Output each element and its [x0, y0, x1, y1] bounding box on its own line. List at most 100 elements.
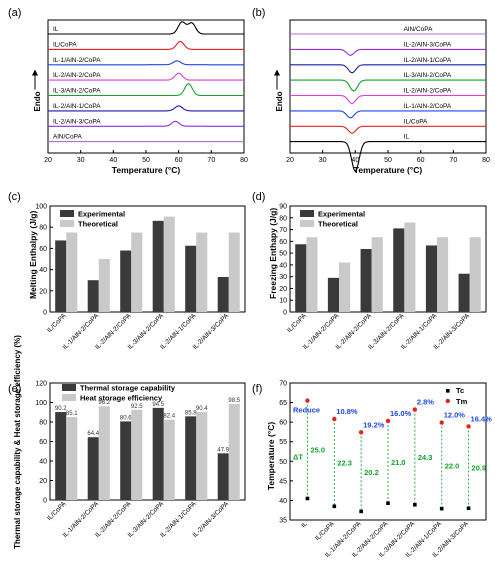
y-tick-label: 100	[35, 204, 47, 211]
x-category-label: IL/CoPA	[286, 312, 308, 334]
dsc-curve	[48, 82, 244, 97]
legend-swatch	[62, 384, 76, 391]
scatter-panel: 35 40 45 50 55 60 65 70 25.0 IL 22.3 10.8% IL/CoPA 20…	[266, 381, 492, 560]
series-label: IL-3/AlN-2/CoPA	[404, 72, 452, 79]
dsc-curve	[48, 60, 244, 66]
tm-point	[439, 420, 444, 425]
bar	[425, 245, 437, 312]
series-label: IL-2/AlN-1/CoPA	[404, 57, 452, 64]
bar	[228, 403, 240, 500]
bar	[87, 437, 99, 500]
y-axis-label: Endo	[275, 91, 284, 111]
legend-swatch	[60, 210, 74, 217]
series-label: AlN/CoPA	[53, 134, 82, 141]
tc-point	[305, 496, 310, 501]
data-label: 90.2	[55, 406, 67, 412]
legend-label: Experimental	[78, 210, 125, 219]
x-category-label: IL	[300, 520, 309, 529]
x-category-label: IL-2/AlN-3/CoPA	[432, 312, 471, 351]
bar	[131, 409, 143, 500]
y-tick-label: 40	[39, 459, 47, 466]
series-label: IL-2/AlN-3/CoPA	[53, 118, 101, 125]
bar	[66, 232, 78, 312]
data-label: 98.5	[228, 398, 240, 404]
x-tick-label: 60	[417, 157, 425, 164]
dsc-curve	[290, 141, 486, 173]
y-tick-label: 50	[279, 251, 287, 258]
plot-frame	[289, 19, 487, 154]
bar	[196, 411, 208, 500]
legend-label: Experimental	[318, 210, 365, 219]
data-label: 94.5	[152, 402, 164, 408]
x-tick-label: 80	[482, 157, 490, 164]
y-tick-label: 0	[43, 310, 47, 317]
data-label: 64.4	[87, 431, 99, 437]
x-tick-label: 60	[175, 157, 183, 164]
y-tick-label: 100	[35, 400, 47, 407]
bar	[55, 412, 67, 500]
legend-label: Thermal storage capability	[80, 384, 176, 393]
tc-point	[386, 501, 390, 505]
tc-point	[359, 509, 363, 514]
tc-point	[413, 502, 417, 507]
legend-marker-tc	[446, 389, 450, 393]
y-tick-label: 20	[39, 288, 47, 295]
bar	[120, 421, 132, 500]
bar	[306, 237, 318, 312]
bar	[98, 259, 110, 312]
bar	[152, 220, 164, 312]
y-tick-label: 30	[279, 274, 287, 281]
bar	[163, 419, 175, 500]
data-label: 96.2	[98, 400, 110, 406]
bar	[327, 277, 339, 312]
y-tick-label: 35	[279, 518, 287, 525]
delta-value: 22.0	[445, 462, 460, 471]
legend-swatch	[300, 220, 314, 227]
series-label: IL-2/AlN-2/CoPA	[404, 88, 452, 95]
y-tick-label: 40	[39, 267, 47, 274]
y-tick-label: 50	[279, 459, 287, 466]
y-axis-label: Endo	[33, 91, 42, 111]
data-label: 47.9	[217, 447, 229, 453]
dsc-curve	[290, 79, 486, 92]
bar	[120, 250, 132, 312]
dsc-curve	[48, 105, 244, 112]
tm-point	[385, 418, 391, 424]
series-label: IL-2/AlN-3/CoPA	[404, 41, 452, 48]
tm-point	[332, 416, 337, 422]
series-label: IL	[404, 134, 410, 141]
series-label: IL	[53, 26, 59, 33]
y-tick-label: 60	[279, 239, 287, 246]
delta-label: ΔT	[293, 452, 303, 461]
data-label: 85.8	[185, 410, 197, 416]
x-tick-label: 70	[449, 157, 457, 164]
series-label: AlN/CoPA	[404, 26, 433, 33]
x-tick-label: 40	[351, 157, 359, 164]
series-label: IL-1/AlN-2/CoPA	[53, 57, 101, 64]
x-tick-label: 20	[44, 157, 52, 164]
reduce-value: 16.0%	[390, 409, 412, 418]
reduce-label: Reduce	[293, 405, 320, 414]
bar	[404, 222, 416, 312]
endo-arrowhead	[274, 69, 280, 76]
legend-swatch	[62, 394, 76, 401]
series-label: IL-1/AlN-2/CoPA	[404, 103, 452, 110]
legend-marker-tm	[445, 398, 450, 404]
y-tick-label: 60	[39, 246, 47, 253]
reduce-value: 2.8%	[417, 398, 434, 407]
y-tick-label: 40	[279, 498, 287, 505]
bar	[98, 406, 110, 500]
bar	[131, 232, 143, 312]
y-tick-label: 80	[279, 215, 287, 222]
bar	[152, 407, 164, 500]
y-tick-label: 20	[39, 478, 47, 485]
x-category-label: IL-2/AlN-3/CoPA	[192, 500, 231, 539]
x-tick-label: 70	[207, 157, 215, 164]
y-tick-label: 70	[279, 381, 287, 388]
reduce-value: 19.2%	[363, 420, 385, 429]
y-tick-label: 0	[43, 498, 47, 505]
dsc-curve	[48, 21, 244, 35]
tc-point	[439, 506, 444, 511]
legend-label: Tc	[456, 386, 464, 395]
